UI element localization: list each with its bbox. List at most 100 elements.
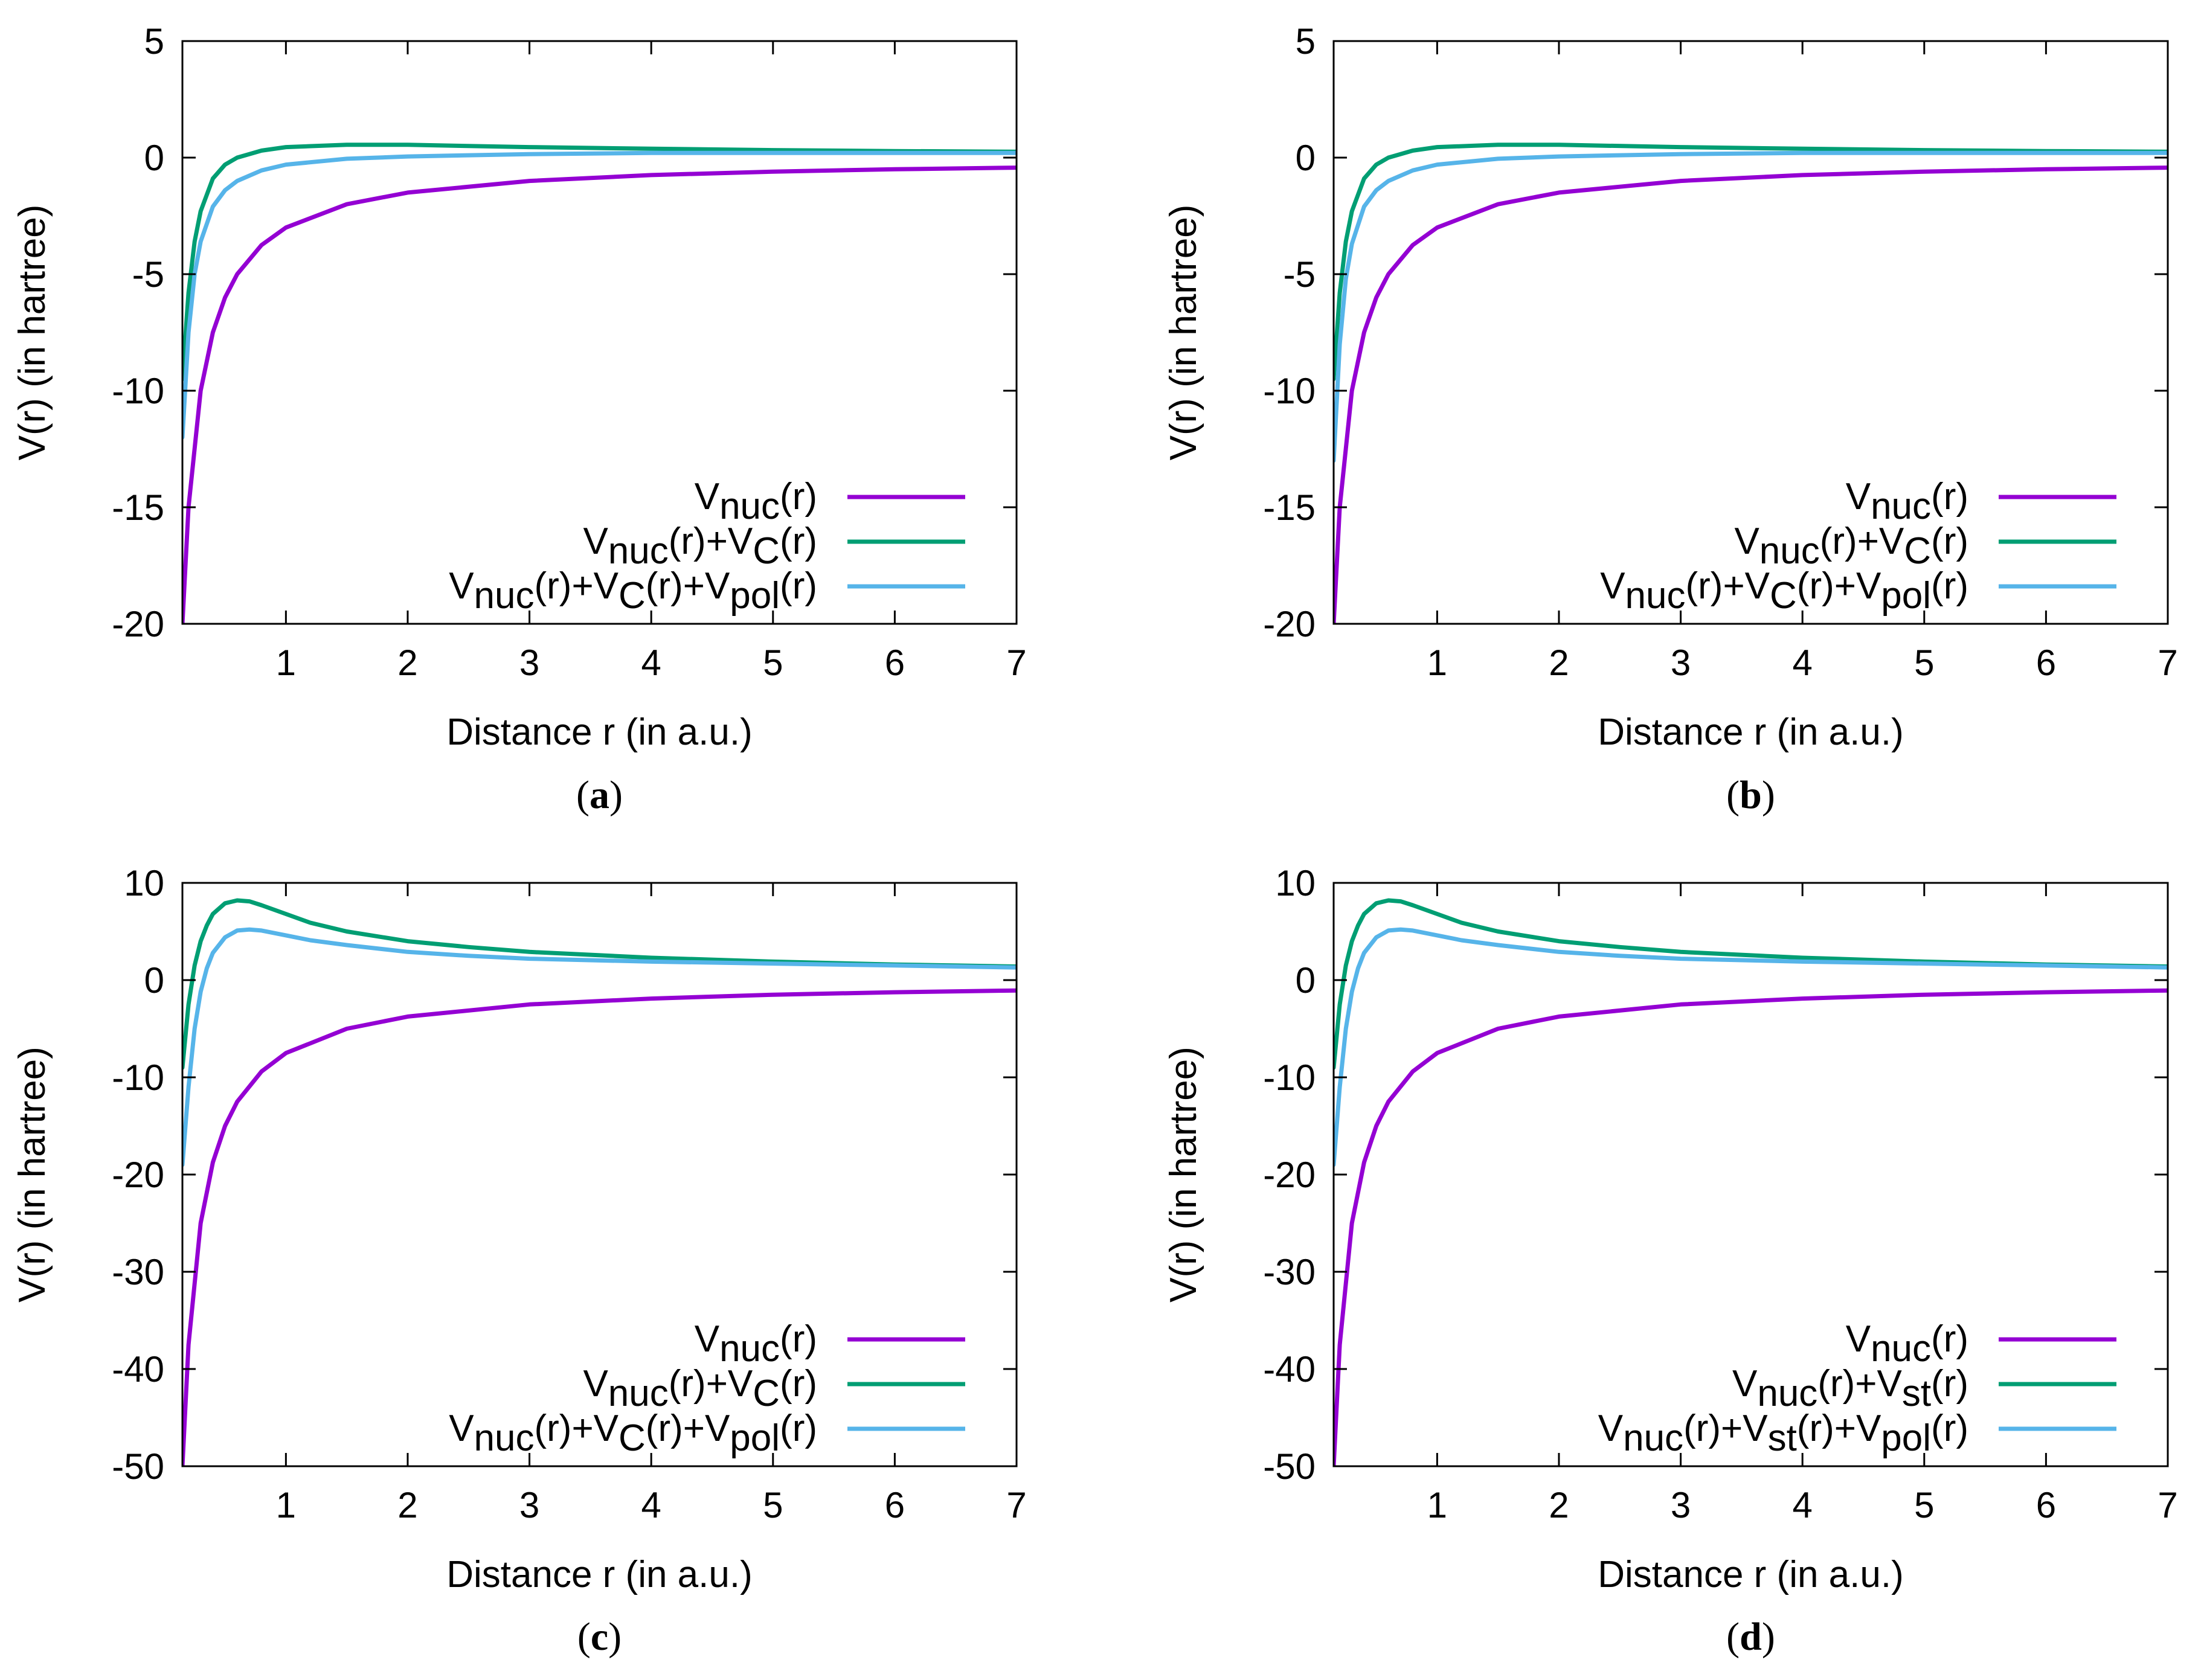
series-line-2: [182, 898, 1017, 1070]
legend-text: (r)+V: [646, 1408, 730, 1449]
legend-subscript: nuc: [608, 530, 669, 572]
x-axis-title: Distance r (in a.u.): [1598, 711, 1904, 753]
x-tick-label: 6: [2036, 1485, 2056, 1525]
legend-subscript: pol: [730, 575, 780, 617]
legend-subscript: nuc: [474, 1417, 535, 1459]
legend-label-3: Vnuc(r)+Vst(r)+Vpol(r): [1598, 1408, 1968, 1459]
y-tick-label: -20: [112, 1155, 164, 1195]
legend-label-3: Vnuc(r)+VC(r)+Vpol(r): [449, 565, 817, 617]
x-tick-label: 3: [519, 1485, 539, 1525]
legend-text: V: [449, 1408, 474, 1449]
panel-caption: (b): [1726, 773, 1775, 817]
x-tick-label: 3: [1671, 1485, 1691, 1525]
legend-text: V: [583, 1363, 608, 1405]
legend-text: (r): [780, 1408, 817, 1449]
legend-subscript: C: [753, 530, 780, 572]
y-tick-label: -30: [112, 1252, 164, 1292]
x-tick-label: 7: [2158, 643, 2177, 683]
legend-text: (r)+V: [669, 1363, 753, 1405]
x-axis-title: Distance r (in a.u.): [446, 711, 753, 753]
series-line-3: [182, 927, 1017, 1167]
legend-subscript: C: [619, 1417, 646, 1459]
caption-letter: b: [1740, 773, 1762, 817]
legend: Vnuc(r)Vnuc(r)+VC(r)Vnuc(r)+VC(r)+Vpol(r…: [449, 1318, 965, 1459]
x-tick-label: 5: [763, 1485, 783, 1525]
y-tick-label: -20: [112, 604, 164, 644]
y-tick-label: 5: [1296, 21, 1316, 62]
legend-text: (r)+V: [669, 521, 753, 562]
series-line-2: [182, 143, 1017, 382]
y-tick-label: -15: [112, 487, 164, 528]
legend-subscript: pol: [1881, 575, 1931, 617]
legend-text: (r): [1931, 1408, 1968, 1449]
x-tick-label: 5: [763, 643, 783, 683]
legend-label-3: Vnuc(r)+VC(r)+Vpol(r): [449, 1408, 817, 1459]
caption-close-paren: ): [609, 773, 623, 817]
caption-open-paren: (: [1726, 773, 1740, 817]
legend-text: V: [1846, 476, 1871, 518]
caption-close-paren: ): [1762, 1615, 1775, 1659]
panel-caption: (c): [577, 1615, 622, 1659]
series-line-2: [1334, 898, 2168, 1070]
legend-subscript: C: [1770, 575, 1797, 617]
legend: Vnuc(r)Vnuc(r)+VC(r)Vnuc(r)+VC(r)+Vpol(r…: [449, 476, 965, 617]
legend-text: (r): [1931, 476, 1968, 518]
legend-text: (r): [1931, 565, 1968, 607]
y-tick-label: -10: [1263, 1057, 1316, 1098]
x-tick-label: 7: [1006, 1485, 1026, 1525]
legend-text: (r)+V: [1797, 1408, 1881, 1449]
legend-subscript: nuc: [1757, 1373, 1817, 1414]
legend-text: (r)+V: [535, 565, 619, 607]
x-tick-label: 6: [885, 643, 905, 683]
legend-text: (r): [780, 565, 817, 607]
y-tick-label: -50: [1263, 1446, 1316, 1487]
y-tick-label: -5: [132, 254, 164, 295]
y-tick-label: 10: [1275, 863, 1316, 903]
x-tick-label: 2: [1549, 643, 1569, 683]
caption-close-paren: ): [1762, 773, 1775, 817]
caption-open-paren: (: [576, 773, 590, 817]
legend-text: (r)+V: [1683, 1408, 1768, 1449]
legend-subscript: nuc: [719, 486, 780, 527]
legend-label-1: Vnuc(r): [1846, 476, 1968, 527]
legend-label-2: Vnuc(r)+VC(r): [583, 1363, 817, 1414]
y-tick-label: 10: [124, 863, 164, 903]
x-tick-label: 3: [519, 643, 539, 683]
x-axis-title: Distance r (in a.u.): [1598, 1554, 1904, 1595]
legend-label-1: Vnuc(r): [695, 1318, 817, 1370]
x-tick-label: 3: [1671, 643, 1691, 683]
x-tick-label: 1: [276, 1485, 296, 1525]
panel-caption: (a): [576, 773, 623, 817]
legend-text: (r): [1931, 1363, 1968, 1405]
panel-c: 1 2 3 4 5 6 7 -50 -40 -30 -20 -10 0 10 Distance r (in …: [11, 863, 1027, 1659]
y-tick-label: -40: [1263, 1349, 1316, 1390]
y-axis-title: V(r) (in hartree): [1163, 205, 1204, 461]
series-line-3: [1334, 150, 2168, 463]
x-tick-label: 1: [1427, 643, 1447, 683]
legend: Vnuc(r)Vnuc(r)+VC(r)Vnuc(r)+VC(r)+Vpol(r…: [1600, 476, 2116, 617]
legend-subscript: nuc: [1623, 1417, 1683, 1459]
caption-letter: d: [1740, 1615, 1762, 1659]
y-axis-title: V(r) (in hartree): [11, 1047, 53, 1303]
x-axis-title: Distance r (in a.u.): [446, 1554, 753, 1595]
series-group: [1334, 898, 2168, 1466]
caption-open-paren: (: [577, 1615, 591, 1659]
series-group: [182, 898, 1017, 1466]
y-tick-label: -30: [1263, 1252, 1316, 1292]
x-tick-label: 2: [1549, 1485, 1569, 1525]
legend-subscript: nuc: [474, 575, 535, 617]
panel-d: 1 2 3 4 5 6 7 -50 -40 -30 -20 -10 0 10 Distance r (in …: [1163, 863, 2178, 1659]
x-tick-label: 4: [641, 1485, 661, 1525]
legend-text: V: [1598, 1408, 1624, 1449]
series-group: [182, 143, 1017, 624]
y-tick-label: 0: [1296, 960, 1316, 1001]
legend-text: (r): [1931, 521, 1968, 562]
legend-text: V: [1734, 521, 1759, 562]
legend-text: (r)+V: [1820, 521, 1904, 562]
x-tick-label: 1: [1427, 1485, 1447, 1525]
legend-subscript: C: [753, 1373, 780, 1414]
x-tick-label: 7: [2158, 1485, 2177, 1525]
